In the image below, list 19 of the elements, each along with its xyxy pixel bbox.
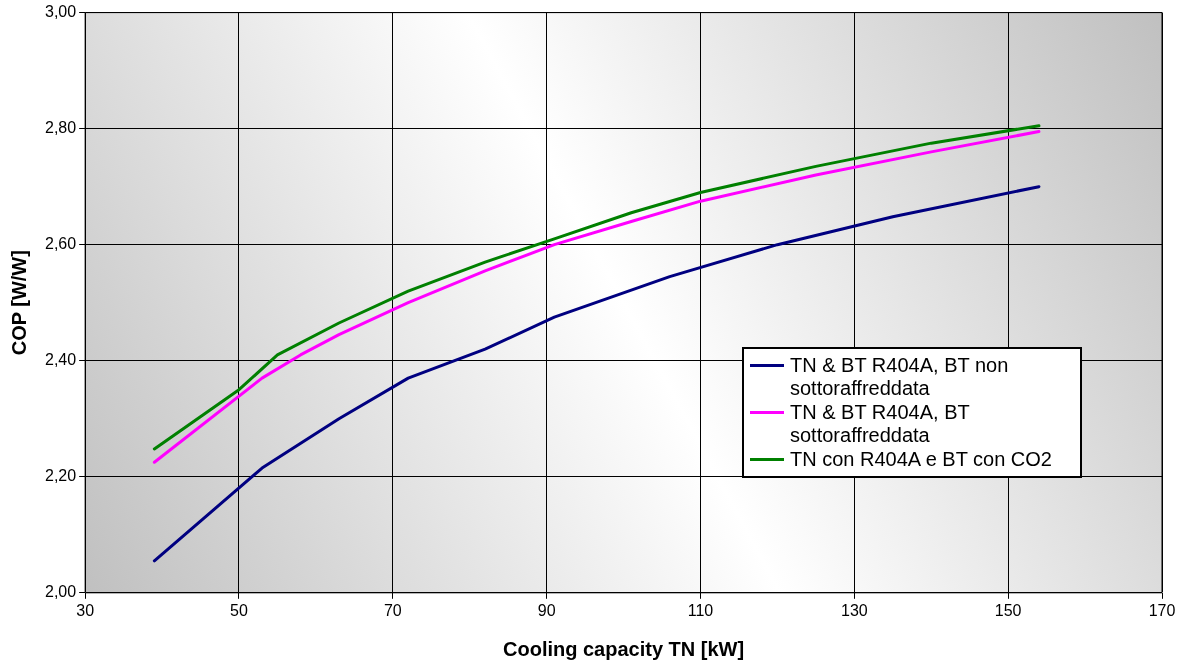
x-tick-label: 50 (230, 601, 248, 619)
x-tick-label: 150 (994, 601, 1022, 619)
y-tick-label: 2,80 (45, 119, 77, 137)
y-tick-label: 3,00 (45, 3, 77, 21)
y-tick-label: 2,40 (45, 351, 77, 369)
x-axis-title: Cooling capacity TN [kW] (503, 637, 745, 660)
x-tick-label: 130 (840, 601, 868, 619)
legend-label: TN con R404A e BT con CO2 (790, 448, 1052, 472)
y-tick-label: 2,00 (45, 583, 77, 601)
x-tick-label: 30 (76, 601, 95, 619)
x-tick-label: 110 (687, 601, 714, 619)
legend-label: TN & BT R404A, BT sottoraffreddata (790, 401, 971, 448)
y-tick-label: 2,20 (45, 467, 77, 485)
y-tick-label: 2,60 (45, 235, 77, 253)
x-tick-label: 90 (537, 601, 556, 619)
x-tick-label: 170 (1148, 601, 1176, 619)
y-axis-title: COP [W/W] (7, 250, 30, 356)
legend-label: TN & BT R404A, BT non sottoraffreddata (790, 354, 1010, 401)
x-tick-label: 70 (383, 601, 402, 619)
